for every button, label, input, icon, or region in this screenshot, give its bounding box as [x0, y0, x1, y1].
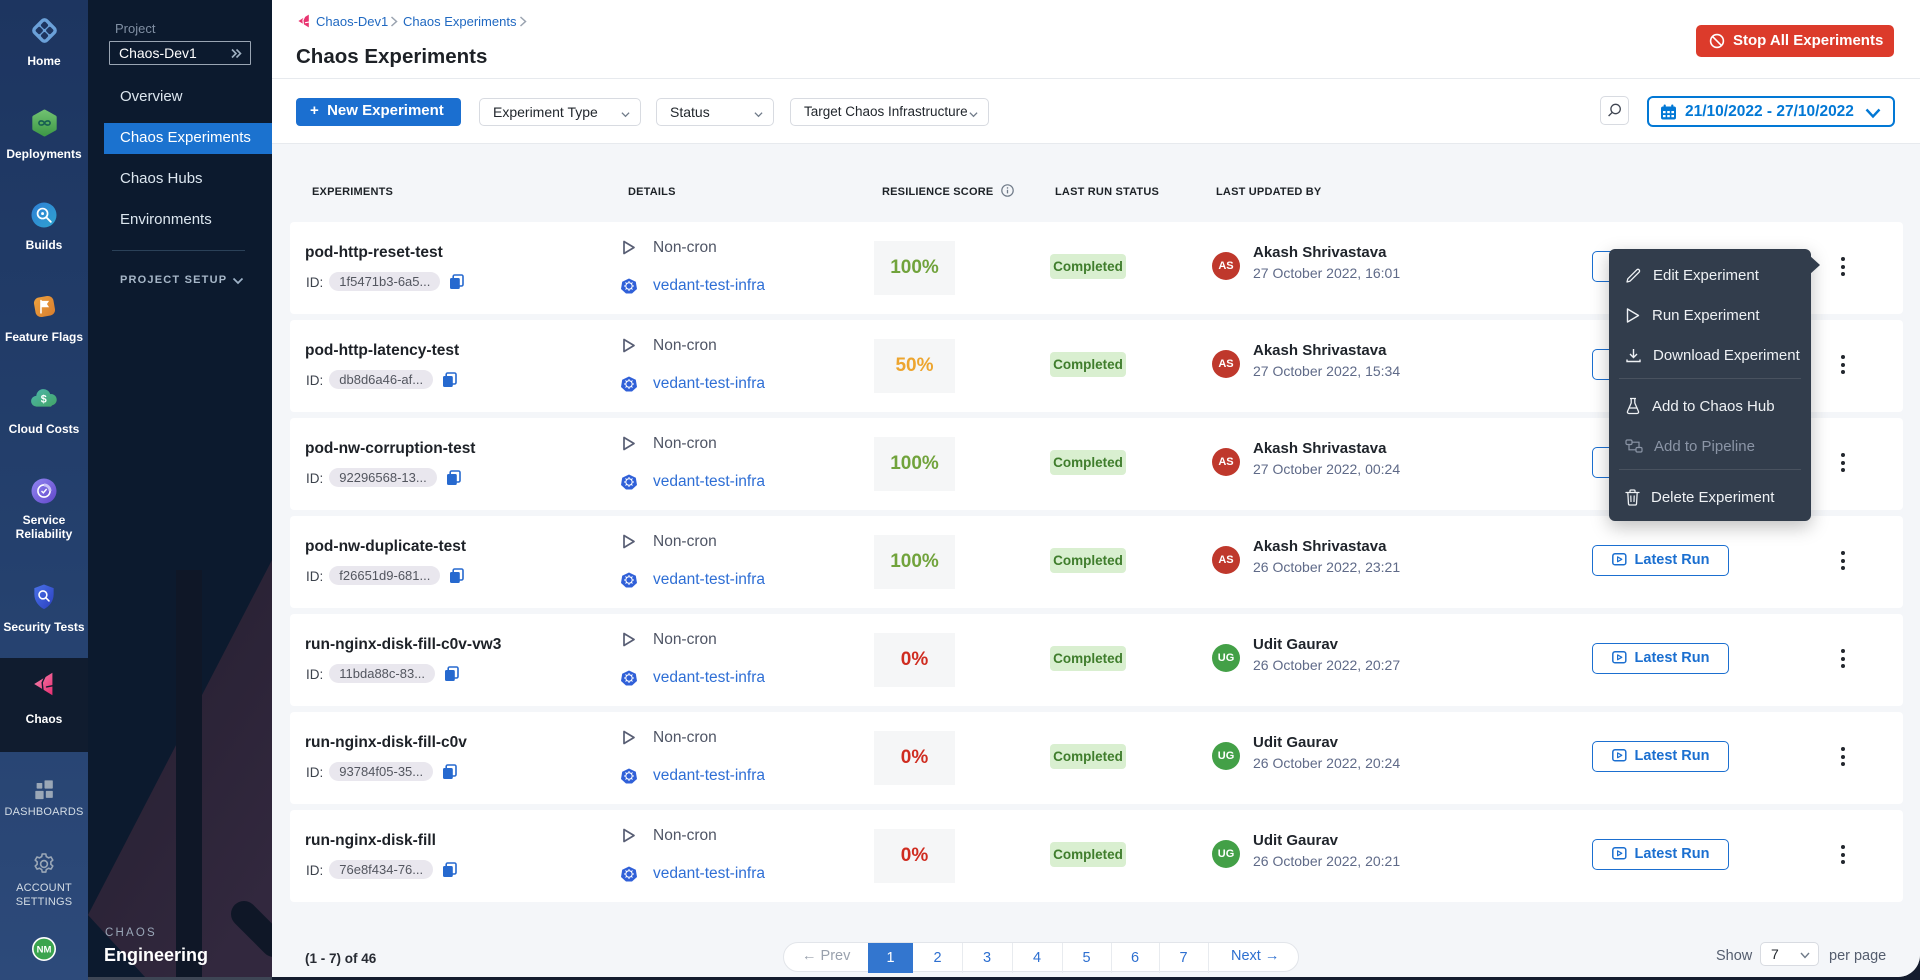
svg-text:$: $ [40, 393, 46, 405]
svg-text:NM: NM [37, 945, 52, 956]
